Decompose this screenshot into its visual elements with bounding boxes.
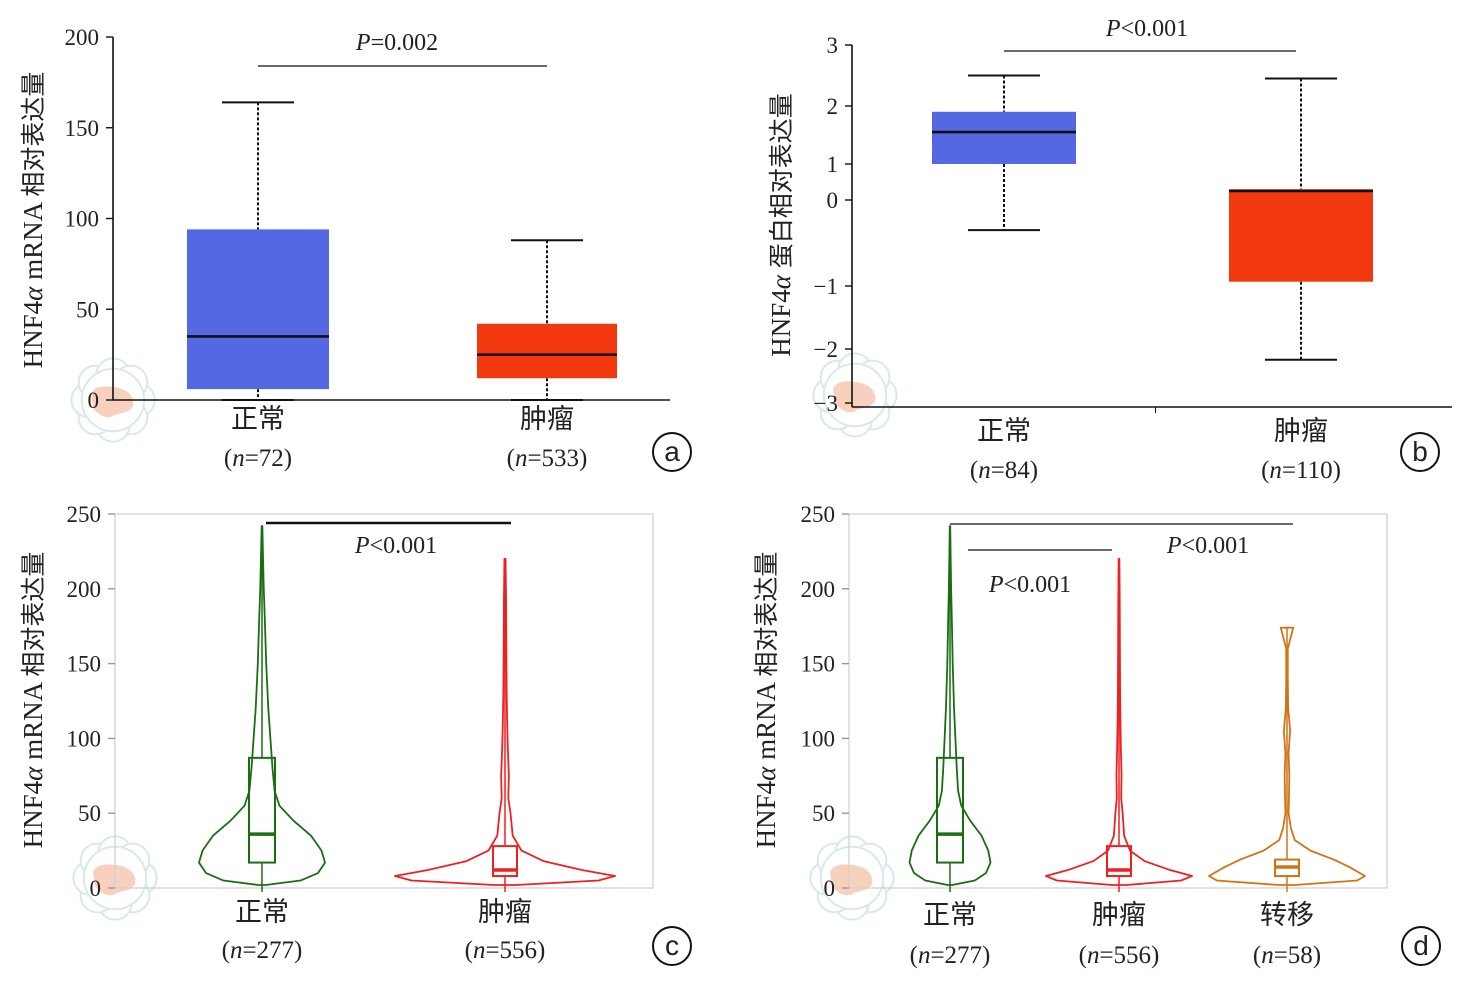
panel-letter: b [1412, 436, 1428, 467]
category-label: 正常 [977, 416, 1031, 447]
violin-plot [198, 525, 326, 892]
y-tick-label: 50 [76, 297, 99, 322]
y-tick-label: 1 [827, 152, 839, 177]
sample-size-label: (n=277) [910, 942, 991, 969]
y-tick-label: 50 [78, 801, 101, 826]
y-tick-label: −3 [814, 391, 838, 416]
category-label: 正常 [231, 404, 285, 435]
y-tick-label: 200 [67, 577, 102, 602]
y-tick-label: 100 [65, 207, 100, 232]
watermark-seal [812, 352, 898, 438]
y-axis-label: HNF4α mRNA 相对表达量 [751, 552, 781, 849]
y-tick-label: 2 [827, 94, 839, 119]
box-iqr [932, 111, 1076, 164]
y-tick-label: 0 [90, 876, 102, 901]
category-label: 正常 [235, 897, 289, 928]
box-plot [187, 101, 329, 401]
category-label: 肿瘤 [520, 404, 574, 435]
category-label: 转移 [1260, 900, 1314, 931]
panel-badge [652, 432, 692, 472]
plot-frame [848, 513, 1388, 889]
sample-size-label: (n=84) [970, 457, 1038, 484]
panel-badge [652, 926, 692, 966]
plot-frame [114, 513, 654, 889]
box-plot [1229, 77, 1373, 361]
box-iqr [477, 323, 617, 379]
p-value-label: P<0.001 [988, 572, 1071, 598]
panel-badge [1400, 432, 1440, 472]
sample-size-label: (n=58) [1253, 942, 1321, 969]
y-tick-label: −1 [814, 274, 838, 299]
y-tick-label: 250 [801, 502, 836, 527]
sample-size-label: (n=72) [224, 445, 292, 472]
violin-box [492, 845, 518, 878]
violin-plot [908, 525, 992, 892]
y-tick-label: 250 [67, 502, 102, 527]
watermark-map-icon [91, 386, 134, 418]
category-label: 肿瘤 [1092, 900, 1146, 931]
category-label: 肿瘤 [1274, 416, 1328, 447]
sample-size-label: (n=277) [222, 937, 303, 964]
p-value-label: P<0.001 [1105, 16, 1188, 42]
p-value-label: P=0.002 [355, 30, 438, 56]
category-label: 肿瘤 [478, 897, 532, 928]
violin-box [248, 756, 276, 864]
panel-letter: a [664, 436, 680, 467]
sample-size-label: (n=110) [1261, 457, 1341, 484]
box-plot [932, 74, 1076, 232]
sample-size-label: (n=533) [507, 445, 588, 472]
sample-size-label: (n=556) [1079, 942, 1160, 969]
panel-letter: d [1413, 930, 1429, 961]
violin-plot [1208, 626, 1366, 892]
panel-letter: c [665, 930, 679, 961]
y-tick-label: −2 [814, 337, 838, 362]
y-tick-label: 150 [801, 652, 836, 677]
box-iqr [187, 229, 329, 390]
p-value-label: P<0.001 [354, 533, 437, 559]
y-axis-label: HNF4α mRNA 相对表达量 [18, 552, 48, 849]
sample-size-label: (n=556) [465, 937, 546, 964]
y-tick-label: 150 [65, 116, 100, 141]
category-label: 正常 [923, 900, 977, 931]
box-iqr [1229, 189, 1373, 282]
y-tick-label: 0 [824, 876, 836, 901]
y-tick-label: 200 [65, 25, 100, 50]
panel-badge [1401, 926, 1441, 966]
violin-box [936, 756, 964, 864]
violin-box [1106, 845, 1132, 878]
y-tick-label: 100 [67, 726, 102, 751]
y-tick-label: 100 [801, 726, 836, 751]
y-tick-label: 50 [812, 801, 835, 826]
y-tick-label: 0 [827, 188, 839, 213]
watermark-seal [809, 835, 895, 921]
watermark-map-icon [833, 381, 876, 413]
y-tick-label: 200 [801, 577, 836, 602]
y-axis-label: HNF4α 蛋白相对表达量 [766, 93, 796, 356]
y-tick-label: 0 [88, 388, 100, 413]
y-axis-label: HNF4α mRNA 相对表达量 [18, 72, 48, 369]
y-tick-label: 150 [67, 652, 102, 677]
violin-plot [394, 557, 616, 892]
box-plot [477, 239, 617, 401]
violin-plot [1045, 557, 1193, 892]
p-value-label: P<0.001 [1166, 533, 1249, 559]
y-tick-label: 3 [827, 33, 839, 58]
violin-outline [1208, 626, 1366, 886]
